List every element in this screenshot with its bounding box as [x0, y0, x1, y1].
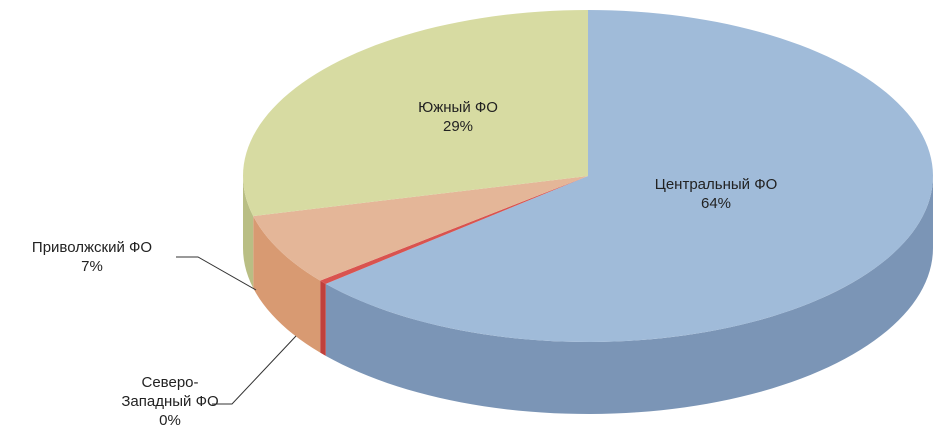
data-label: Северо- Западный ФО 0% [121, 374, 218, 428]
category-label: Приволжский ФО [32, 239, 152, 256]
pie-slice [253, 176, 588, 281]
category-label-line: Западный ФО [121, 393, 218, 410]
pie-slice [325, 10, 933, 342]
pie-side [320, 280, 326, 356]
data-label: Центральный ФО 64% [655, 176, 778, 212]
value-label: 7% [81, 258, 103, 275]
category-label-line: Северо- [142, 374, 199, 391]
value-label: 29% [443, 118, 473, 135]
pie-side [325, 176, 933, 414]
category-label: Северо- Западный ФО [121, 374, 218, 410]
category-label: Центральный ФО [655, 176, 778, 193]
leader-line [212, 335, 297, 405]
data-label: Южный ФО 29% [418, 99, 498, 135]
pie-side [253, 216, 321, 353]
pie-side [243, 176, 254, 289]
category-label-line: Южный ФО [418, 99, 498, 116]
category-label-line: Приволжский ФО [32, 239, 152, 256]
leader-line [176, 256, 257, 291]
value-label: 64% [701, 195, 731, 212]
pie-slice [320, 176, 588, 284]
category-label-line: Центральный ФО [655, 176, 778, 193]
data-label: Приволжский ФО 7% [32, 239, 152, 275]
category-label: Южный ФО [418, 99, 498, 116]
value-label: 0% [159, 412, 181, 428]
pie-slice [243, 10, 589, 217]
